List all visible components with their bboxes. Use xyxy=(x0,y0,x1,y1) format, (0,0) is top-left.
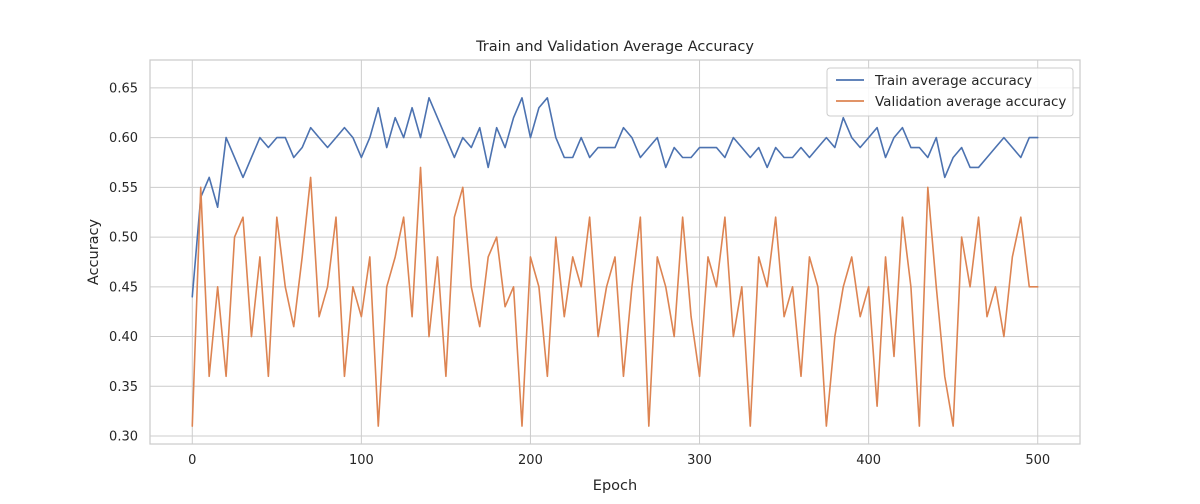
x-tick-label: 400 xyxy=(856,453,881,468)
y-tick-label: 0.65 xyxy=(109,81,138,96)
series-layer xyxy=(191,97,1039,427)
y-tick-labels: 0.30 0.35 0.40 0.45 0.50 0.55 0.60 0.65 xyxy=(109,81,138,444)
y-tick-label: 0.30 xyxy=(109,430,138,445)
x-tick-label: 500 xyxy=(1025,453,1050,468)
legend: Train average accuracy Validation averag… xyxy=(826,67,1074,117)
x-tick-labels: 0 100 200 300 400 500 xyxy=(188,453,1050,468)
y-tick-label: 0.50 xyxy=(109,231,138,246)
y-tick-label: 0.55 xyxy=(109,181,138,196)
x-tick-label: 200 xyxy=(518,453,543,468)
y-tick-label: 0.60 xyxy=(109,131,138,146)
y-tick-label: 0.45 xyxy=(109,280,138,295)
x-tick-label: 0 xyxy=(188,453,196,468)
legend-box xyxy=(826,67,1074,117)
x-tick-label: 100 xyxy=(349,453,374,468)
validation-accuracy-line xyxy=(191,166,1039,427)
y-tick-label: 0.35 xyxy=(109,380,138,395)
train-accuracy-line xyxy=(191,97,1039,298)
plot-frame xyxy=(149,59,1081,445)
legend-label-train: Train average accuracy xyxy=(874,73,1032,89)
x-tick-label: 300 xyxy=(687,453,712,468)
y-tick-label: 0.40 xyxy=(109,330,138,345)
x-axis-label: Epoch xyxy=(593,478,637,494)
grid-lines xyxy=(150,60,1080,444)
legend-label-validation: Validation average accuracy xyxy=(875,94,1066,110)
y-axis-label: Accuracy xyxy=(86,218,102,285)
chart-title: Train and Validation Average Accuracy xyxy=(475,39,754,55)
